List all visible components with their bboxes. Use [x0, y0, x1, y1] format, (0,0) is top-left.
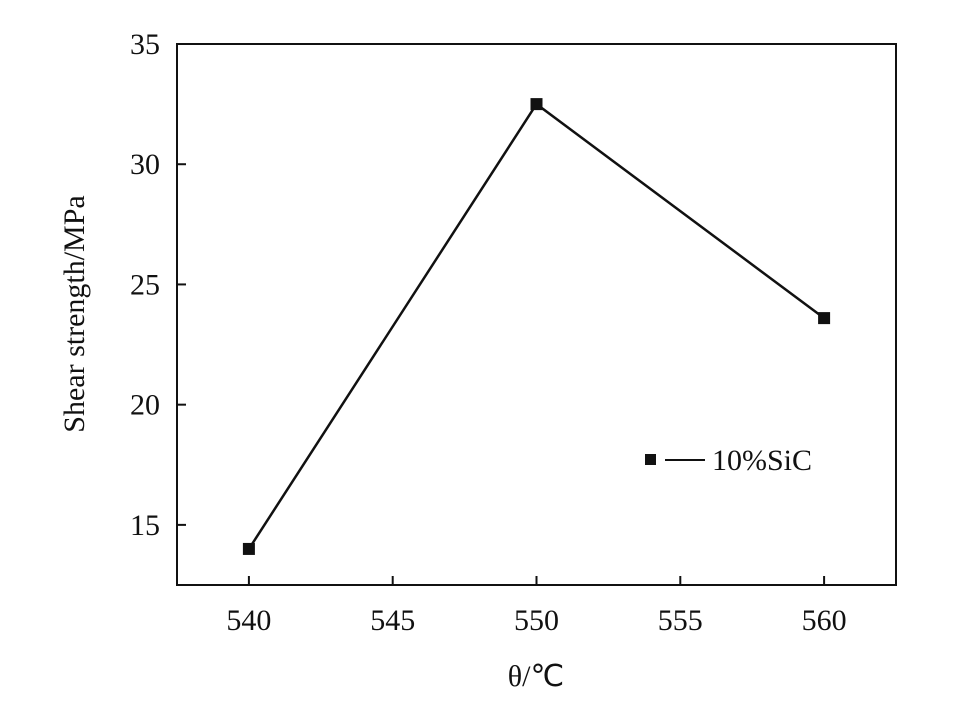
legend-marker [645, 454, 656, 465]
series-layer [242, 98, 831, 555]
plot-frame [176, 43, 897, 586]
x-tick-label: 560 [802, 604, 847, 637]
data-point [242, 542, 255, 555]
x-tick-label: 550 [514, 604, 559, 637]
data-point [530, 98, 543, 111]
y-axis-ticks: 15 20 25 30 35 [130, 28, 186, 542]
x-tick-label: 555 [658, 604, 703, 637]
x-tick-label: 545 [370, 604, 415, 637]
x-axis-title: θ/℃ [508, 660, 564, 693]
y-tick-label: 25 [130, 268, 160, 301]
x-tick-label: 540 [226, 604, 271, 637]
y-tick-label: 30 [130, 148, 160, 181]
legend: 10%SiC [645, 444, 812, 477]
y-axis-title: Shear strength/MPa [58, 195, 91, 432]
series-line [247, 102, 825, 550]
x-axis-ticks: 540 545 550 555 560 [226, 576, 847, 637]
y-tick-label: 35 [130, 28, 160, 61]
y-tick-label: 15 [130, 509, 160, 542]
data-point [818, 312, 831, 325]
y-tick-label: 20 [130, 389, 160, 422]
legend-label: 10%SiC [712, 444, 812, 477]
